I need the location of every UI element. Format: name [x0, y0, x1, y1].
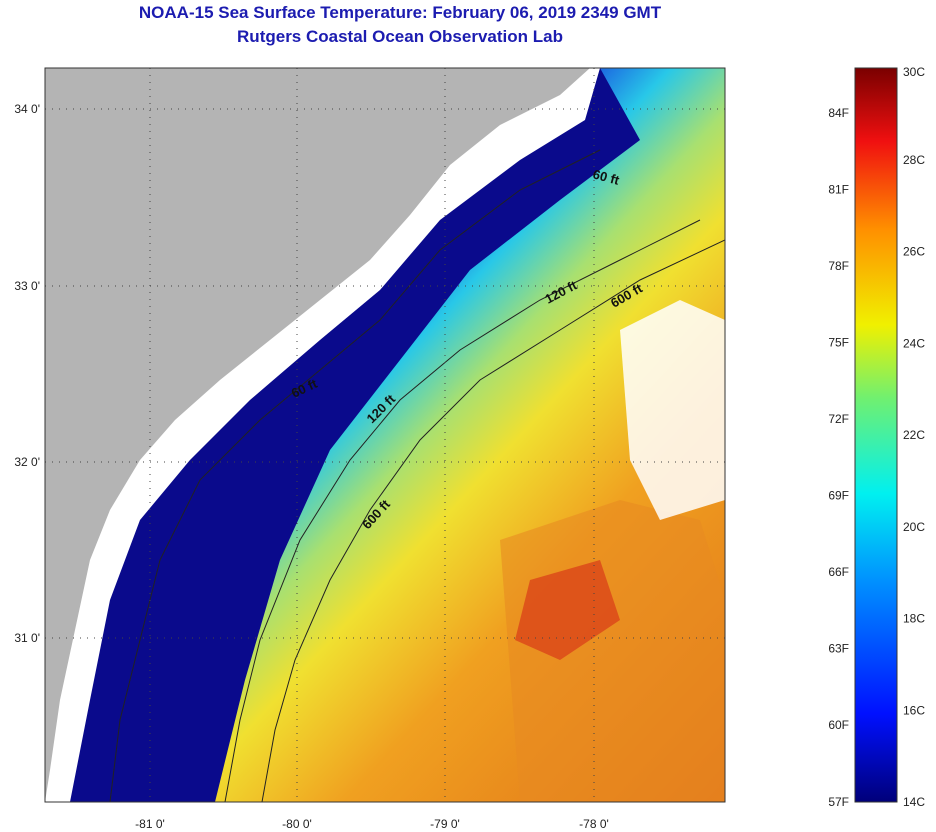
warm-patch	[500, 500, 725, 802]
colorbar-celsius-labels: 30C 28C 26C 24C 22C 20C 18C 16C 14C	[903, 65, 925, 809]
colorbar-celsius-label: 24C	[903, 336, 925, 350]
contour-label-60ft-north: 60 ft	[591, 166, 621, 188]
colorbar-fahrenheit-label: 66F	[828, 565, 849, 579]
colorbar-fahrenheit-label: 63F	[828, 642, 849, 656]
colorbar-fahrenheit-label: 75F	[828, 336, 849, 350]
colorbar-celsius-label: 30C	[903, 65, 925, 79]
map-title: NOAA-15 Sea Surface Temperature: Februar…	[138, 3, 662, 22]
colorbar-fahrenheit-label: 69F	[828, 489, 849, 503]
colorbar-fahrenheit-label: 78F	[828, 259, 849, 273]
lat-label-34: 34 0'	[14, 102, 40, 116]
colorbar-celsius-label: 14C	[903, 795, 925, 809]
latitude-axis: 34 0' 33 0' 32 0' 31 0'	[14, 102, 40, 645]
colorbar-fahrenheit-label: 81F	[828, 183, 849, 197]
temperature-colorbar: 30C 28C 26C 24C 22C 20C 18C 16C 14C 84F 81F 78F 75F…	[828, 65, 925, 809]
colorbar-celsius-label: 26C	[903, 245, 925, 259]
lat-label-32: 32 0'	[14, 455, 40, 469]
lon-label-79: -79 0'	[430, 817, 460, 831]
colorbar-celsius-label: 28C	[903, 153, 925, 167]
contour-600ft	[261, 239, 725, 802]
colorbar-fahrenheit-label: 84F	[828, 106, 849, 120]
lat-label-33: 33 0'	[14, 279, 40, 293]
map-frame	[44, 67, 726, 803]
land-area	[45, 68, 590, 802]
colorbar-celsius-label: 22C	[903, 428, 925, 442]
colorbar-fahrenheit-label: 72F	[828, 412, 849, 426]
cloud-patch	[620, 300, 725, 520]
contour-120ft	[224, 219, 701, 802]
lon-label-81: -81 0'	[135, 817, 165, 831]
longitude-axis: -81 0' -80 0' -79 0' -78 0'	[135, 817, 609, 831]
colorbar-celsius-label: 16C	[903, 703, 925, 717]
lon-label-78: -78 0'	[579, 817, 609, 831]
colorbar-gradient	[854, 67, 898, 803]
colorbar-celsius-label: 18C	[903, 612, 925, 626]
colorbar-fahrenheit-label: 57F	[828, 795, 849, 809]
colorbar-fahrenheit-labels: 84F 81F 78F 75F 72F 69F 66F 63F 60F 57F	[828, 106, 849, 809]
lat-label-31: 31 0'	[14, 631, 40, 645]
colorbar-fahrenheit-label: 60F	[828, 718, 849, 732]
contour-60ft	[109, 149, 601, 802]
lon-label-80: -80 0'	[282, 817, 312, 831]
map-subtitle: Rutgers Coastal Ocean Observation Lab	[237, 27, 563, 46]
colorbar-celsius-label: 20C	[903, 520, 925, 534]
